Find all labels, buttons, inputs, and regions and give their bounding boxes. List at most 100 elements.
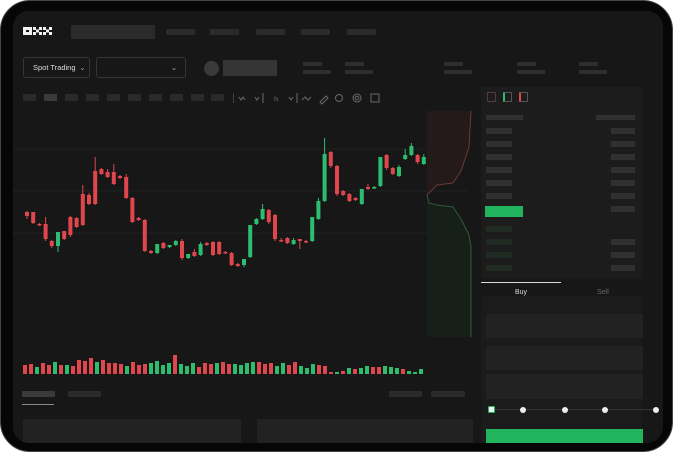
tab-open-orders[interactable] [22, 391, 55, 397]
candle [347, 193, 352, 202]
timeframe-button[interactable] [128, 94, 141, 101]
pair-name-placeholder [223, 60, 277, 76]
volume-bar [335, 372, 339, 374]
candle-body [87, 195, 91, 204]
volume-bar [263, 364, 267, 374]
slider-track[interactable] [491, 409, 656, 410]
buy-tab-underline [481, 282, 561, 283]
indicator-icon [238, 96, 246, 101]
timeframe-button[interactable] [149, 94, 162, 101]
timeframe-button[interactable] [211, 94, 224, 101]
timeframe-button[interactable] [44, 94, 57, 101]
candle [273, 214, 277, 241]
price-input[interactable] [486, 314, 643, 338]
candle-body [80, 194, 85, 225]
candlestick-chart[interactable] [13, 107, 478, 377]
filter-button[interactable] [431, 391, 465, 397]
buy-button[interactable] [486, 429, 643, 443]
nav-item[interactable] [210, 29, 239, 35]
volume-bar [353, 369, 357, 374]
candle-body [31, 212, 36, 223]
volume-bar [161, 365, 165, 374]
timeframe-button[interactable] [65, 94, 78, 101]
volume-bar [407, 371, 411, 374]
timeframe-button[interactable] [107, 94, 120, 101]
timeframe-button[interactable] [170, 94, 183, 101]
slider-handle[interactable] [488, 406, 495, 413]
volume-bar [311, 364, 315, 374]
candle [186, 254, 191, 259]
tab-history[interactable] [68, 391, 101, 397]
orderbook-both-icon[interactable] [487, 92, 496, 102]
candle-body [285, 238, 290, 243]
candle-body [347, 194, 352, 201]
slider-stop[interactable] [562, 407, 568, 413]
candle [43, 217, 48, 241]
candle-body [198, 244, 203, 255]
candle-body [118, 176, 122, 178]
chevron-down-icon: ⌄ [79, 64, 86, 72]
volume-bar [185, 366, 189, 374]
candle [304, 240, 308, 243]
candle-body [248, 225, 253, 257]
bottom-panel-left [23, 419, 241, 443]
chart-tools: fx [233, 93, 380, 105]
filter-button[interactable] [389, 391, 422, 397]
volume-bar [41, 363, 45, 374]
nav-item[interactable] [301, 29, 330, 35]
coin-icon [204, 61, 219, 76]
candle-body [136, 218, 141, 220]
buy-tab[interactable]: Buy [514, 289, 528, 296]
slider-stop[interactable] [520, 407, 526, 413]
candle-body [211, 242, 215, 255]
stat-label [444, 62, 463, 66]
candle-body [149, 251, 153, 253]
volume-bar [383, 366, 387, 374]
nav-item[interactable] [256, 29, 285, 35]
candle [142, 219, 147, 252]
volume-bar [47, 365, 51, 374]
bid-price [486, 239, 512, 245]
ask-price [486, 167, 512, 173]
depth-asks-line [426, 110, 472, 196]
amount-input[interactable] [486, 346, 643, 370]
spot-trading-dropdown[interactable]: Spot Trading ⌄ [23, 57, 90, 78]
search-placeholder[interactable] [71, 25, 155, 39]
total-input[interactable] [486, 374, 643, 399]
candle [105, 169, 110, 178]
okx-logo[interactable] [23, 25, 53, 37]
sell-tab[interactable]: Sell [597, 289, 609, 296]
tab-underline [22, 404, 54, 405]
volume-bar [221, 362, 225, 374]
candle [378, 157, 383, 187]
chevron-down-icon [254, 96, 260, 101]
nav-item[interactable] [347, 29, 376, 35]
candle-body [229, 253, 234, 265]
slider-stop[interactable] [602, 407, 608, 413]
candle [229, 252, 234, 266]
candle-body [304, 241, 308, 243]
bid-amount [611, 265, 635, 271]
ob-header-amount [596, 115, 635, 120]
candle [192, 249, 197, 257]
slider-stop[interactable] [653, 407, 659, 413]
stat-label [345, 62, 364, 66]
candle-body [397, 167, 401, 176]
candle-body [49, 241, 54, 246]
pair-selector-dropdown[interactable]: ⌄ [96, 57, 186, 78]
candle-body [155, 244, 160, 253]
candle [149, 250, 153, 254]
candle-body [366, 187, 370, 189]
candle-body [415, 155, 420, 162]
bid-amount [611, 252, 635, 258]
timeframe-button[interactable] [86, 94, 99, 101]
timeframe-button[interactable] [191, 94, 204, 101]
timeframe-button[interactable] [23, 94, 36, 101]
orderbook-bids-icon[interactable] [503, 92, 512, 102]
volume-bar [173, 355, 177, 374]
candle-body [266, 210, 271, 222]
orderbook-asks-icon[interactable] [519, 92, 528, 102]
candle [161, 242, 166, 249]
nav-item[interactable] [166, 29, 195, 35]
